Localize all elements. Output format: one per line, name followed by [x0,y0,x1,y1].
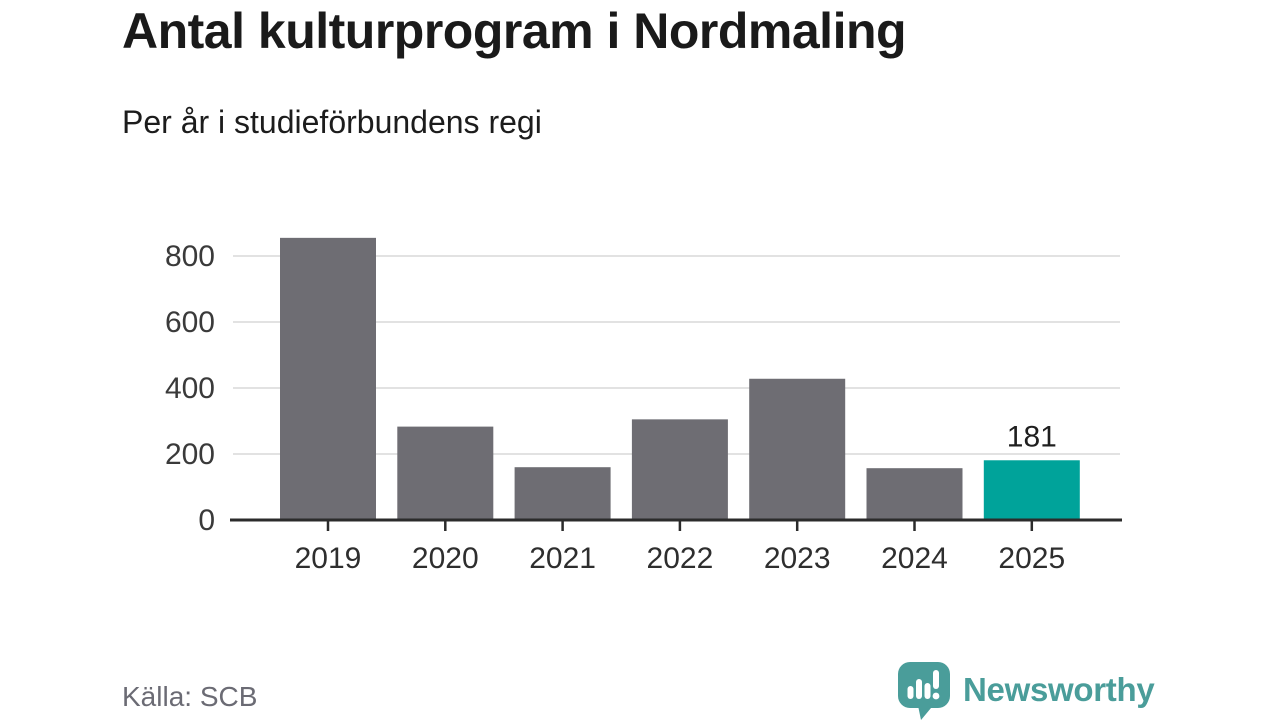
bar-2023 [749,378,846,520]
x-tick-label-2024: 2024 [881,542,948,575]
chart-subtitle: Per år i studieförbundens regi [122,104,542,140]
chart-title: Antal kulturprogram i Nordmaling [122,3,907,59]
logo-exclamation-bar [933,670,939,689]
logo-bar-medium [924,683,931,699]
x-tick-label-2023: 2023 [764,542,831,575]
newsworthy-logo-icon [898,662,950,720]
logo-bar-tall [916,679,922,699]
x-tick-label-2019: 2019 [295,542,362,575]
source-note: Källa: SCB [122,681,258,712]
bar-chart: 181 2019 2020 2021 2022 2023 2024 2025 0 200 400 60… [165,237,1122,575]
y-tick-label-800: 800 [165,240,215,273]
x-tick-label-2022: 2022 [647,542,714,575]
x-tick-label-2025: 2025 [998,542,1065,575]
bar-2025 [983,460,1080,520]
bar-2022 [631,419,728,520]
logo-bar-small [907,686,914,699]
newsworthy-wordmark: Newsworthy [963,671,1155,708]
logo-exclamation-dot [932,692,940,700]
y-tick-label-600: 600 [165,306,215,339]
y-tick-label-200: 200 [165,438,215,471]
value-label-2025: 181 [1007,420,1057,453]
y-tick-label-0: 0 [198,504,215,537]
speech-bubble-shape [898,662,950,720]
bar-2019 [280,237,376,520]
bar-2020 [397,426,494,520]
bar-2021 [514,467,611,520]
x-tick-label-2021: 2021 [529,542,596,575]
x-tick-label-2020: 2020 [412,542,479,575]
y-tick-label-400: 400 [165,372,215,405]
newsworthy-logo: Newsworthy [895,660,1155,720]
bar-2024 [866,468,963,520]
